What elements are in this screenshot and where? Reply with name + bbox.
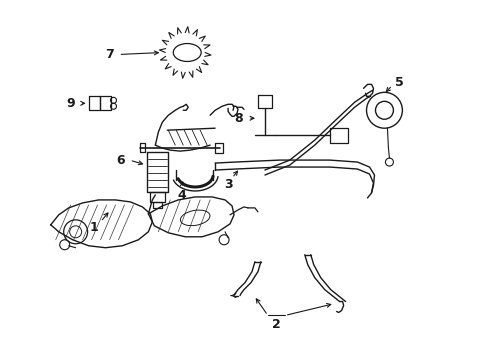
Text: 2: 2: [271, 318, 280, 331]
Text: 7: 7: [105, 48, 114, 61]
Text: 8: 8: [234, 112, 243, 125]
Text: 5: 5: [394, 76, 403, 89]
Text: 9: 9: [66, 97, 75, 110]
Text: 4: 4: [178, 189, 186, 202]
Text: 6: 6: [116, 154, 124, 167]
Text: 1: 1: [89, 221, 98, 234]
Text: 3: 3: [224, 179, 232, 192]
